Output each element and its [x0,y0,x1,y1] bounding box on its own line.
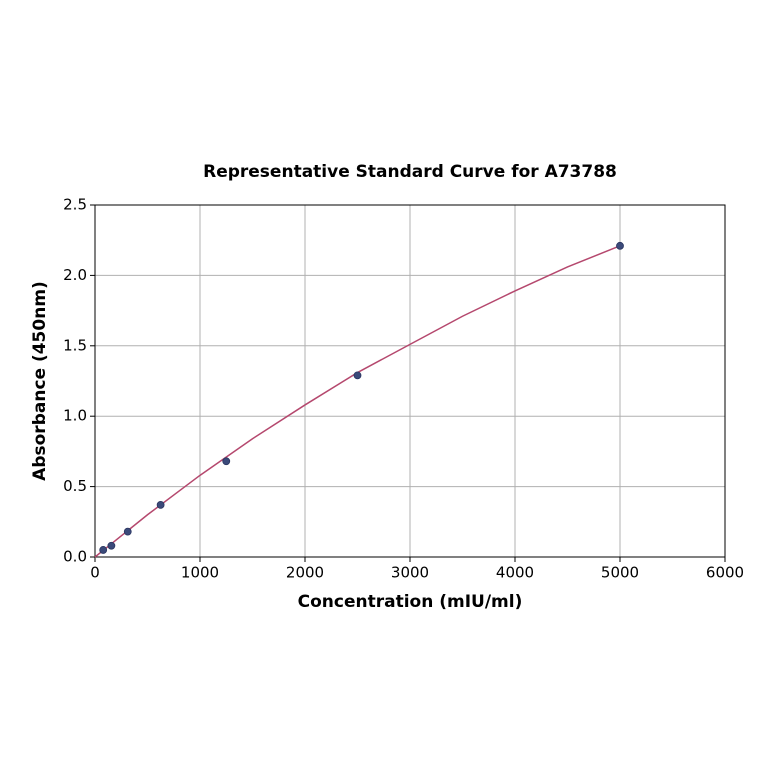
y-axis-label: Absorbance (450nm) [30,281,50,481]
y-tick-label: 2.0 [63,266,87,284]
y-tick-label: 2.5 [63,196,87,214]
data-point [616,241,624,250]
x-tick-label: 4000 [496,564,534,582]
x-tick-label: 6000 [706,564,744,582]
y-tick-label: 0.0 [63,548,87,566]
data-point [107,541,116,550]
data-point [99,546,108,554]
x-tick-label: 2000 [286,564,324,582]
x-axis-label: Concentration (mIU/ml) [298,592,523,612]
x-tick-label: 5000 [601,564,639,582]
data-point [353,371,362,380]
y-tick-label: 1.0 [63,407,87,425]
chart-title: Representative Standard Curve for A73788 [203,162,617,182]
y-tick-label: 0.5 [63,477,87,495]
fit-curve [94,245,621,558]
x-tick-label: 1000 [181,564,219,582]
plot-frame [94,204,726,558]
data-point [123,527,132,536]
x-tick-label: 3000 [391,564,429,582]
data-point [222,457,231,466]
y-tick-label: 1.5 [63,336,87,354]
x-tick-label: 0 [90,564,100,582]
data-point [156,501,165,509]
